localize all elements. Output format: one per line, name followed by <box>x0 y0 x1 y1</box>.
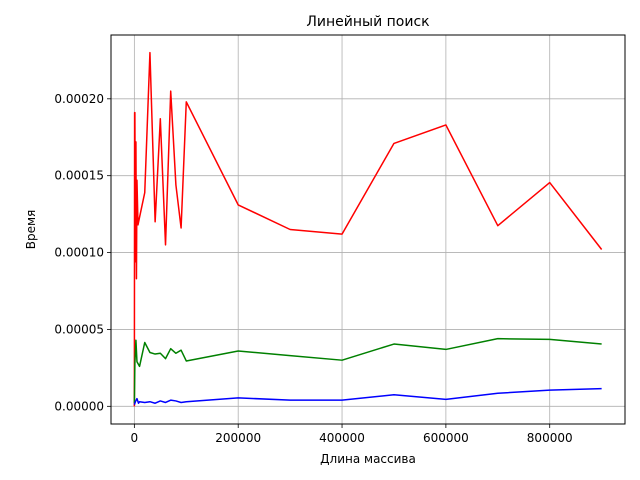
x-tick-label: 200000 <box>215 431 261 445</box>
y-tick-label: 0.00000 <box>54 399 104 413</box>
x-tick-label: 400000 <box>319 431 365 445</box>
y-tick-label: 0.00020 <box>54 92 104 106</box>
series-line-1 <box>133 337 602 404</box>
chart-title: Линейный поиск <box>306 14 429 30</box>
x-tick-label: 0 <box>131 431 139 445</box>
ticks: 0 200000 400000 600000 800000 0.00000 0.00005 0… <box>54 92 572 445</box>
y-tick-label: 0.00005 <box>54 322 104 336</box>
series-line-2 <box>133 387 602 406</box>
grid <box>111 35 625 424</box>
y-axis-label: Время <box>24 210 38 250</box>
y-tick-label: 0.00015 <box>54 169 104 183</box>
x-axis-label: Длина массива <box>320 452 416 466</box>
plot-frame <box>110 34 626 425</box>
y-tick-label: 0.00010 <box>54 246 104 260</box>
series-layer <box>133 51 603 407</box>
x-tick-label: 600000 <box>423 431 469 445</box>
x-tick-label: 800000 <box>527 431 573 445</box>
series-line-0 <box>133 51 603 407</box>
